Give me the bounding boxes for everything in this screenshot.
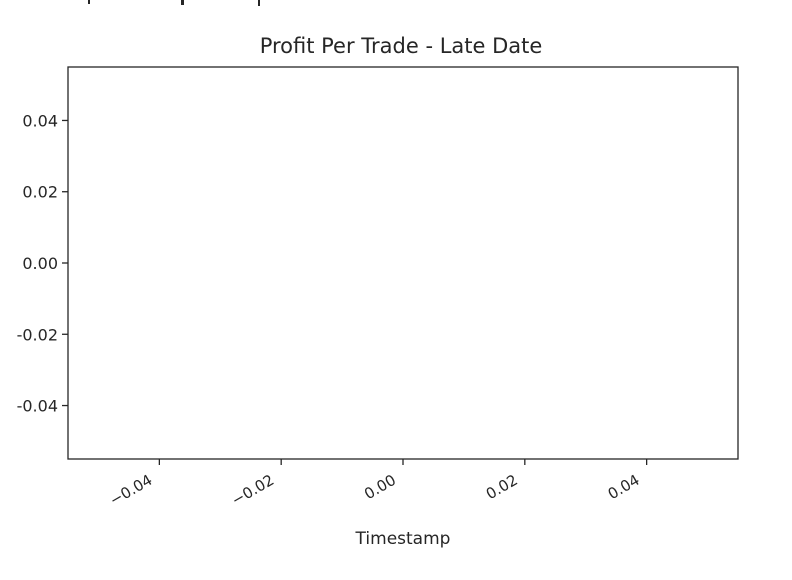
y-tick-label: -0.04 [17,397,58,416]
x-tick-label: 0.00 [361,471,399,503]
plot-area-frame [67,66,739,460]
x-axis-label: Timestamp [355,529,451,549]
x-tick-label: −0.04 [107,471,156,510]
chart-title: Profit Per Trade - Late Date [260,34,543,58]
y-tick-label: 0.04 [22,111,58,130]
y-tick-label: 0.02 [22,183,58,202]
top-cropped-text-fragment [88,0,260,6]
y-tick-label: -0.02 [17,325,58,344]
y-tick-label: 0.00 [22,254,58,273]
x-tick-label: 0.02 [483,471,521,503]
x-tick-label: −0.02 [228,471,277,510]
y-axis-ticks: -0.04 -0.02 0.00 0.02 0.04 [17,111,68,416]
x-axis-ticks: −0.04 −0.02 0.00 0.02 0.04 [107,459,648,510]
x-tick-label: 0.04 [605,471,643,503]
